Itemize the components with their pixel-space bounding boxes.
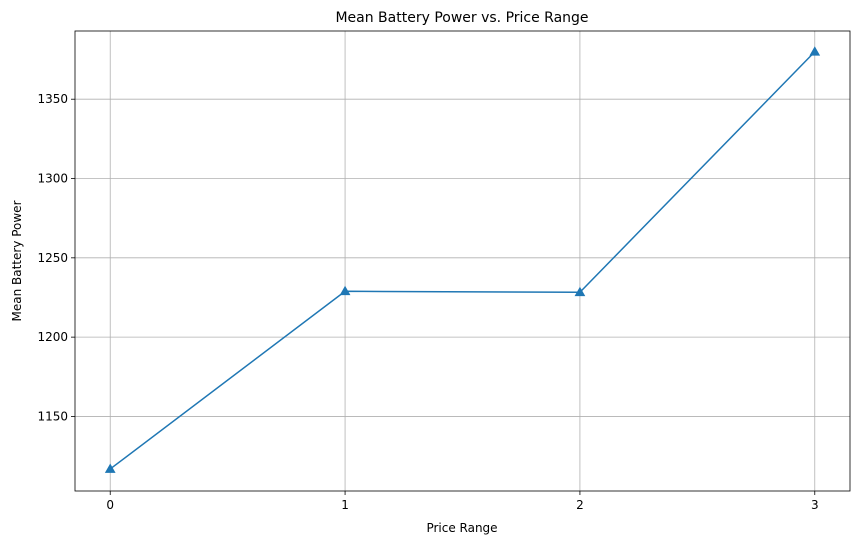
y-axis-label: Mean Battery Power	[10, 200, 24, 321]
grid	[75, 31, 850, 491]
data-point-marker	[809, 46, 821, 56]
data-point-marker	[574, 286, 586, 297]
y-tick-label: 1150	[37, 409, 68, 423]
x-tick-label: 3	[811, 498, 819, 512]
x-axis-label: Price Range	[426, 521, 497, 535]
y-tick-label: 1200	[37, 330, 68, 344]
y-tick-label: 1250	[37, 251, 68, 265]
data-point-marker	[104, 463, 116, 473]
series-line	[109, 51, 816, 470]
y-tick-label: 1300	[37, 172, 68, 186]
x-tick-label: 0	[106, 498, 114, 512]
x-tick-label: 1	[341, 498, 349, 512]
x-tick-label: 2	[576, 498, 584, 512]
ticks: 0 1 2 3 1150 1200 1250 1300 1350	[37, 92, 818, 512]
series-layer	[104, 46, 821, 473]
chart-title: Mean Battery Power vs. Price Range	[335, 10, 588, 26]
plot-frame	[74, 30, 851, 492]
y-tick-label: 1350	[37, 92, 68, 106]
data-point-marker	[339, 285, 351, 296]
